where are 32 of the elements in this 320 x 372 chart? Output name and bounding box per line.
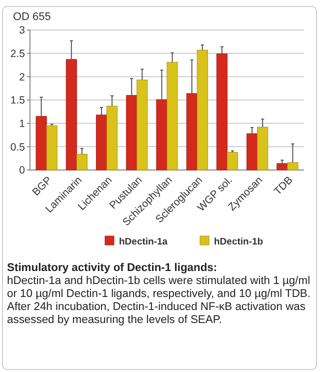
text: Stimulatory activity of Dectin-1 ligands: bbox=[7, 262, 218, 275]
legend-label: hDectin-1a bbox=[119, 236, 168, 248]
bar bbox=[276, 163, 288, 170]
text: hDectin-1a and hDectin-1b cells were stimulated with 1 µg/ml or 10 µg/ml Dectin-1 ligands, respectively, and 10 µg/ml TDB. bbox=[7, 275, 312, 301]
bar bbox=[36, 116, 47, 170]
y-tick-label: 0.5 bbox=[10, 141, 26, 154]
bar bbox=[226, 152, 238, 170]
y-tick-label: 1.5 bbox=[10, 94, 26, 107]
bar bbox=[186, 93, 198, 170]
y-tick-label: 0 bbox=[19, 164, 26, 177]
bar bbox=[257, 126, 268, 170]
y-tick-label: 3 bbox=[19, 24, 26, 37]
bar bbox=[46, 125, 58, 170]
text: After 24h incubation, Dectin-1-induced NF-κB activation was assessed by measuring the levels of SEAP. bbox=[7, 301, 306, 327]
bar bbox=[66, 59, 77, 170]
bar bbox=[196, 50, 208, 170]
bar bbox=[156, 99, 168, 170]
bar bbox=[287, 162, 298, 170]
bar bbox=[166, 62, 178, 170]
y-tick-label: 2 bbox=[19, 71, 26, 84]
y-axis-title: OD 655 bbox=[13, 11, 51, 23]
bar bbox=[126, 95, 138, 170]
bar bbox=[96, 114, 108, 170]
bar bbox=[106, 106, 118, 170]
bar bbox=[136, 80, 148, 170]
y-tick-label: 1 bbox=[19, 118, 26, 130]
bar bbox=[216, 54, 228, 170]
bar bbox=[246, 133, 258, 170]
bar bbox=[76, 154, 88, 170]
x-tick-label: TDB bbox=[272, 174, 296, 198]
y-tick-label: 2.5 bbox=[10, 48, 26, 60]
legend-label: hDectin-1b bbox=[214, 236, 264, 248]
